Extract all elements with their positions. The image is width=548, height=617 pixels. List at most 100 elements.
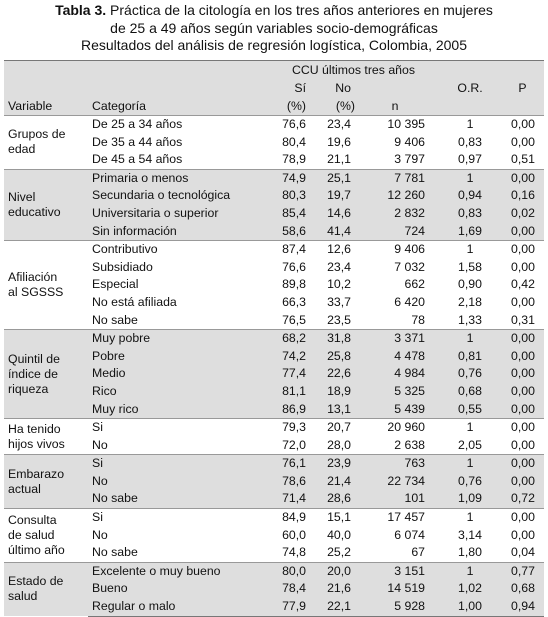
table-head: CCU últimos tres años O.R. P Sí No Varia… xyxy=(4,60,545,116)
p-cell: 0,00 xyxy=(511,347,545,366)
category-cell: Medio xyxy=(88,365,278,383)
table-row: Pobre 74,2 25,8 4 478 0,81 0,00 xyxy=(4,347,545,366)
no-cell: 33,7 xyxy=(306,293,361,312)
p-cell: 0,00 xyxy=(511,526,545,545)
no-cell: 31,8 xyxy=(306,329,361,348)
p-cell: 0,00 xyxy=(511,133,545,152)
variable-label-line: actual xyxy=(8,481,41,496)
variable-cell: Quintil de índice de riqueza xyxy=(4,329,88,419)
or-cell: 0,83 xyxy=(429,204,512,223)
or-cell: 1,09 xyxy=(429,490,512,509)
no-cell: 22,1 xyxy=(306,598,361,617)
si-cell: 72,0 xyxy=(278,436,306,455)
no-cell: 13,1 xyxy=(306,400,361,419)
or-cell: 1 xyxy=(429,114,512,134)
table-row: Muy rico 86,9 13,1 5 439 0,55 0,00 xyxy=(4,400,545,419)
table-label: Tabla 3. xyxy=(55,2,107,18)
table-row: Rico 81,1 18,9 5 325 0,68 0,00 xyxy=(4,382,545,401)
n-cell: 17 457 xyxy=(361,508,430,527)
variable-cell: Afiliación al SGSSS xyxy=(4,240,88,330)
si-cell: 80,0 xyxy=(278,561,306,581)
no-cell: 14,6 xyxy=(306,204,361,223)
header-cell xyxy=(4,79,88,97)
p-cell: 0,00 xyxy=(511,418,545,437)
n-cell: 2 638 xyxy=(361,436,430,455)
no-cell: 20,0 xyxy=(306,561,361,581)
or-cell: 1,58 xyxy=(429,258,512,277)
header-row: Variable Categoría (%) (%) n xyxy=(4,97,544,116)
or-cell: 1 xyxy=(429,329,512,348)
or-cell: 0,81 xyxy=(429,347,512,366)
category-cell: Regular o malo xyxy=(88,598,278,617)
variable-label-line: Grupos de xyxy=(8,127,66,142)
or-cell: 0,94 xyxy=(429,187,512,205)
category-cell: Si xyxy=(88,508,278,527)
si-cell: 60,0 xyxy=(278,526,306,545)
variable-label-line: Embarazo xyxy=(8,466,65,481)
category-cell: Si xyxy=(88,418,278,437)
n-cell: 5 325 xyxy=(361,382,430,401)
variable-cell: Ha tenido hijos vivos xyxy=(4,418,88,455)
si-cell: 77,4 xyxy=(278,365,306,383)
or-cell: 0,97 xyxy=(429,151,512,170)
variable-label-line: Afiliación xyxy=(8,270,58,285)
n-cell: 4 984 xyxy=(361,365,430,383)
or-cell: 0,76 xyxy=(429,365,512,383)
column-header: Variable xyxy=(4,97,88,116)
si-cell: 78,4 xyxy=(278,580,306,599)
no-cell: 25,8 xyxy=(306,347,361,366)
header-cell xyxy=(88,79,278,97)
p-cell: 0,00 xyxy=(511,329,545,348)
table-row: Secundaria o tecnológica 80,3 19,7 12 260 0,… xyxy=(4,187,545,205)
column-header: (%) xyxy=(278,97,306,116)
no-cell: 40,0 xyxy=(306,526,361,545)
p-cell: 0,00 xyxy=(511,382,545,401)
header-cell xyxy=(361,79,430,97)
header: Tabla 3. Práctica de la citología en los… xyxy=(0,2,548,55)
or-cell: 0,76 xyxy=(429,472,512,491)
table-row: Medio 77,4 22,6 4 984 0,76 0,00 xyxy=(4,365,545,383)
table-row: Subsidiado 76,6 23,4 7 032 1,58 0,00 xyxy=(4,258,545,277)
no-cell: 20,7 xyxy=(306,418,361,437)
n-cell: 6 074 xyxy=(361,526,430,545)
table-row: Estado de salud Excelente o muy bueno 80,0 2… xyxy=(4,561,545,617)
n-cell: 3 371 xyxy=(361,329,430,348)
column-header: Categoría xyxy=(88,97,278,116)
category-cell: De 25 a 34 años xyxy=(88,114,278,134)
table-row: Especial 89,8 10,2 662 0,90 0,42 xyxy=(4,276,545,294)
data-table: CCU últimos tres años O.R. P Sí No Varia… xyxy=(4,60,545,617)
si-cell: 74,2 xyxy=(278,347,306,366)
no-cell: 23,5 xyxy=(306,311,361,330)
no-cell: 25,1 xyxy=(306,168,361,188)
no-cell: 25,2 xyxy=(306,544,361,563)
subtitle: Resultados del análisis de regresión log… xyxy=(81,37,467,53)
category-cell: No sabe xyxy=(88,544,278,563)
variable-label-line: Ha tenido xyxy=(8,421,61,436)
si-cell: 80,3 xyxy=(278,187,306,205)
or-cell: 1,33 xyxy=(429,311,512,330)
n-cell: 2 832 xyxy=(361,204,430,223)
category-cell: De 45 a 54 años xyxy=(88,151,278,170)
p-cell: 0,00 xyxy=(511,454,545,473)
p-cell: 0,00 xyxy=(511,168,545,188)
si-cell: 76,6 xyxy=(278,258,306,277)
n-cell: 9 406 xyxy=(361,133,430,152)
p-cell: 0,51 xyxy=(511,151,545,170)
variable-label-line: Estado de xyxy=(8,574,64,589)
category-cell: Especial xyxy=(88,276,278,294)
no-cell: 19,7 xyxy=(306,187,361,205)
category-cell: Bueno xyxy=(88,580,278,599)
si-cell: 66,3 xyxy=(278,293,306,312)
p-cell: 0,00 xyxy=(511,436,545,455)
table-row: Sin información 58,6 41,4 724 1,69 0,00 xyxy=(4,222,545,241)
variable-label-line: educativo xyxy=(8,204,61,219)
n-cell: 101 xyxy=(361,490,430,509)
no-cell: 15,1 xyxy=(306,508,361,527)
variable-label-line: al SGSSS xyxy=(8,285,64,300)
variable-label-line: índice de xyxy=(8,366,58,381)
p-cell: 0,00 xyxy=(511,293,545,312)
or-cell: 0,55 xyxy=(429,400,512,419)
n-cell: 3 151 xyxy=(361,561,430,581)
or-cell: 0,68 xyxy=(429,382,512,401)
table-row: Bueno 78,4 21,6 14 519 1,02 0,68 xyxy=(4,580,545,599)
